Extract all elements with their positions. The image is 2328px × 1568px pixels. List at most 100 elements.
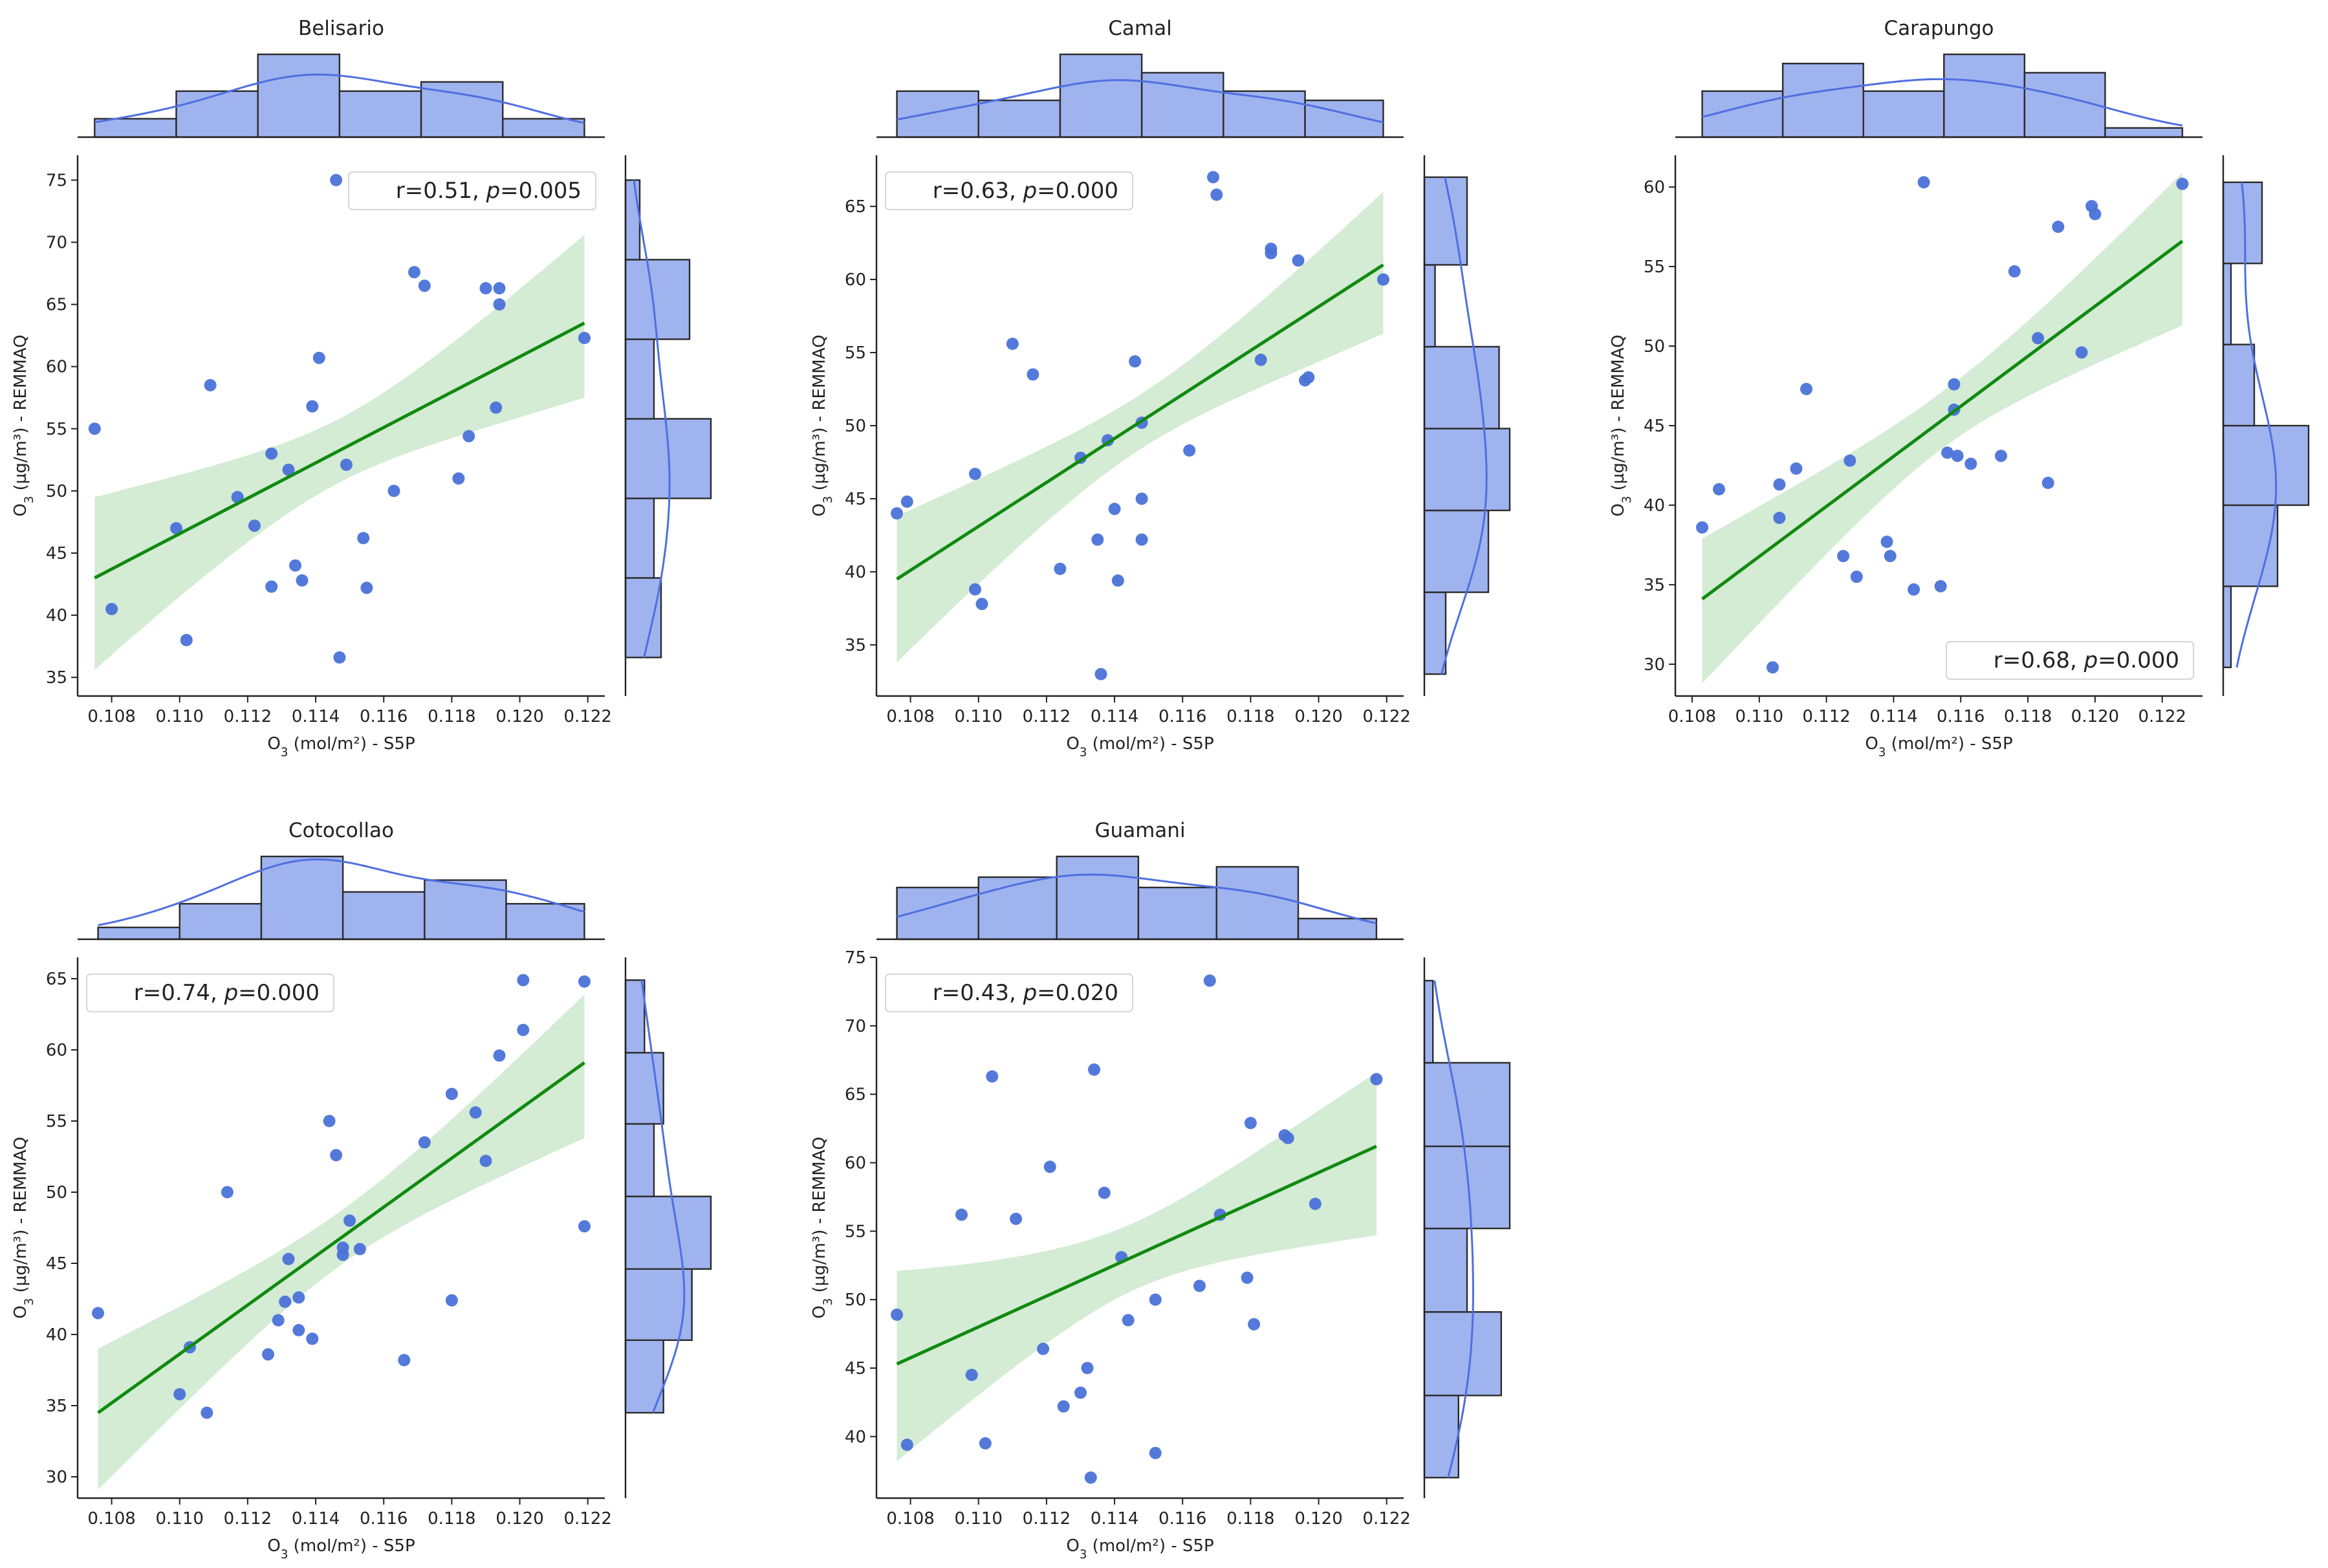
- x-hist-bar: [175, 90, 259, 138]
- x-hist-bar: [338, 90, 422, 138]
- data-point: [986, 1070, 999, 1083]
- y-tick-label: 45: [1644, 417, 1665, 436]
- y-hist-bar: [1423, 264, 1436, 348]
- chart-panel-camal: 0.108 0.110 0.112 0.114 0.116 0.118 0.120 0.122…: [810, 17, 1511, 759]
- x-hist-bar: [977, 99, 1061, 138]
- data-point: [1696, 521, 1708, 534]
- stats-annotation-box: [885, 974, 1133, 1012]
- x-tick-label: 0.108: [87, 1509, 135, 1529]
- x-tick-label: 0.122: [563, 1509, 611, 1529]
- y-tick-label: 75: [46, 171, 67, 190]
- y-kde-curve: [2236, 182, 2278, 668]
- stats-annotation-box: [1946, 641, 2194, 680]
- data-point: [1995, 450, 2007, 463]
- data-point: [1844, 454, 1856, 467]
- regression-line: [94, 321, 585, 580]
- x-kde-curve: [98, 858, 585, 926]
- y-tick-label: 45: [46, 544, 67, 563]
- x-tick-label: 0.118: [1226, 707, 1274, 726]
- data-point: [1767, 661, 1779, 674]
- y-tick-label: 40: [46, 1325, 67, 1345]
- y-tick-label: 35: [1644, 576, 1665, 595]
- y-tick-label: 35: [46, 668, 67, 688]
- stats-annotation-box: [885, 171, 1133, 210]
- data-point: [452, 472, 465, 485]
- data-point: [1084, 1471, 1097, 1484]
- data-point: [1043, 1160, 1056, 1173]
- y-hist-bar: [1423, 176, 1468, 266]
- data-point: [1037, 1342, 1050, 1355]
- x-tick-label: 0.122: [1362, 707, 1410, 726]
- x-kde-curve: [94, 73, 585, 124]
- data-point: [517, 974, 530, 986]
- x-hist-bar: [977, 876, 1058, 941]
- y-hist-bar: [1423, 591, 1447, 675]
- y-tick-label: 45: [46, 1254, 67, 1274]
- x-tick-label: 0.122: [1362, 1509, 1410, 1529]
- data-point: [1837, 550, 1850, 563]
- data-point: [282, 1252, 295, 1265]
- regression-line: [1701, 239, 2184, 601]
- x-tick-label: 0.118: [428, 1509, 475, 1529]
- data-point: [418, 279, 431, 292]
- stats-annotation-text: r=0.63, p=0.000: [933, 178, 1118, 204]
- x-tick-label: 0.122: [563, 707, 611, 726]
- data-point: [292, 1323, 305, 1336]
- data-point: [170, 522, 182, 535]
- data-point: [279, 1295, 292, 1308]
- x-tick-label: 0.112: [1023, 1509, 1071, 1529]
- x-tick-label: 0.120: [1294, 1509, 1342, 1529]
- y-kde-curve: [1433, 980, 1474, 1478]
- y-hist-bar: [624, 1123, 655, 1197]
- x-tick-label: 0.120: [495, 707, 543, 726]
- y-hist-bar: [624, 979, 646, 1054]
- data-point: [92, 1307, 104, 1320]
- y-tick-label: 50: [845, 417, 866, 436]
- y-tick-label: 35: [845, 636, 866, 655]
- data-point: [1713, 483, 1725, 495]
- data-point: [282, 463, 295, 476]
- data-point: [1210, 188, 1223, 201]
- y-hist-bar: [624, 1268, 693, 1342]
- y-tick-label: 75: [845, 948, 866, 968]
- data-point: [1254, 353, 1267, 366]
- y-axis-label: O3 (µg/m³) - REMMAQ: [11, 334, 36, 516]
- x-tick-label: 0.114: [292, 1509, 340, 1529]
- data-point: [1149, 1446, 1162, 1459]
- data-point: [387, 485, 400, 497]
- y-tick-label: 50: [845, 1290, 866, 1310]
- data-point: [955, 1208, 968, 1221]
- data-point: [1773, 478, 1786, 491]
- y-tick-label: 60: [845, 270, 866, 290]
- x-hist-bar: [94, 118, 177, 138]
- data-point: [975, 598, 988, 611]
- data-point: [1057, 1400, 1070, 1413]
- x-axis-label: O3 (mol/m²) - S5P: [1865, 734, 2012, 759]
- data-point: [360, 582, 373, 594]
- data-point: [1074, 1386, 1087, 1399]
- y-hist-bar: [624, 179, 641, 261]
- y-hist-bar: [1423, 1311, 1503, 1397]
- data-point: [1135, 492, 1148, 505]
- data-point: [1370, 1073, 1383, 1085]
- data-point: [2176, 177, 2189, 190]
- data-point: [333, 651, 346, 664]
- x-hist-bar: [1862, 90, 1945, 138]
- x-axis-label: O3 (mol/m²) - S5P: [1066, 734, 1213, 759]
- confidence-band: [94, 235, 585, 670]
- x-hist-bar: [420, 81, 504, 138]
- x-hist-bar: [502, 118, 585, 138]
- data-point: [1149, 1293, 1162, 1306]
- x-kde-curve: [897, 873, 1377, 924]
- y-hist-bar: [1423, 345, 1500, 430]
- data-point: [204, 379, 217, 391]
- confidence-band: [1702, 173, 2182, 684]
- data-point: [289, 559, 301, 572]
- y-tick-label: 65: [845, 1085, 866, 1105]
- x-tick-label: 0.114: [1091, 1509, 1138, 1529]
- x-hist-bar: [424, 879, 507, 941]
- data-point: [445, 1087, 458, 1100]
- data-point: [578, 332, 591, 344]
- data-point: [1292, 254, 1305, 267]
